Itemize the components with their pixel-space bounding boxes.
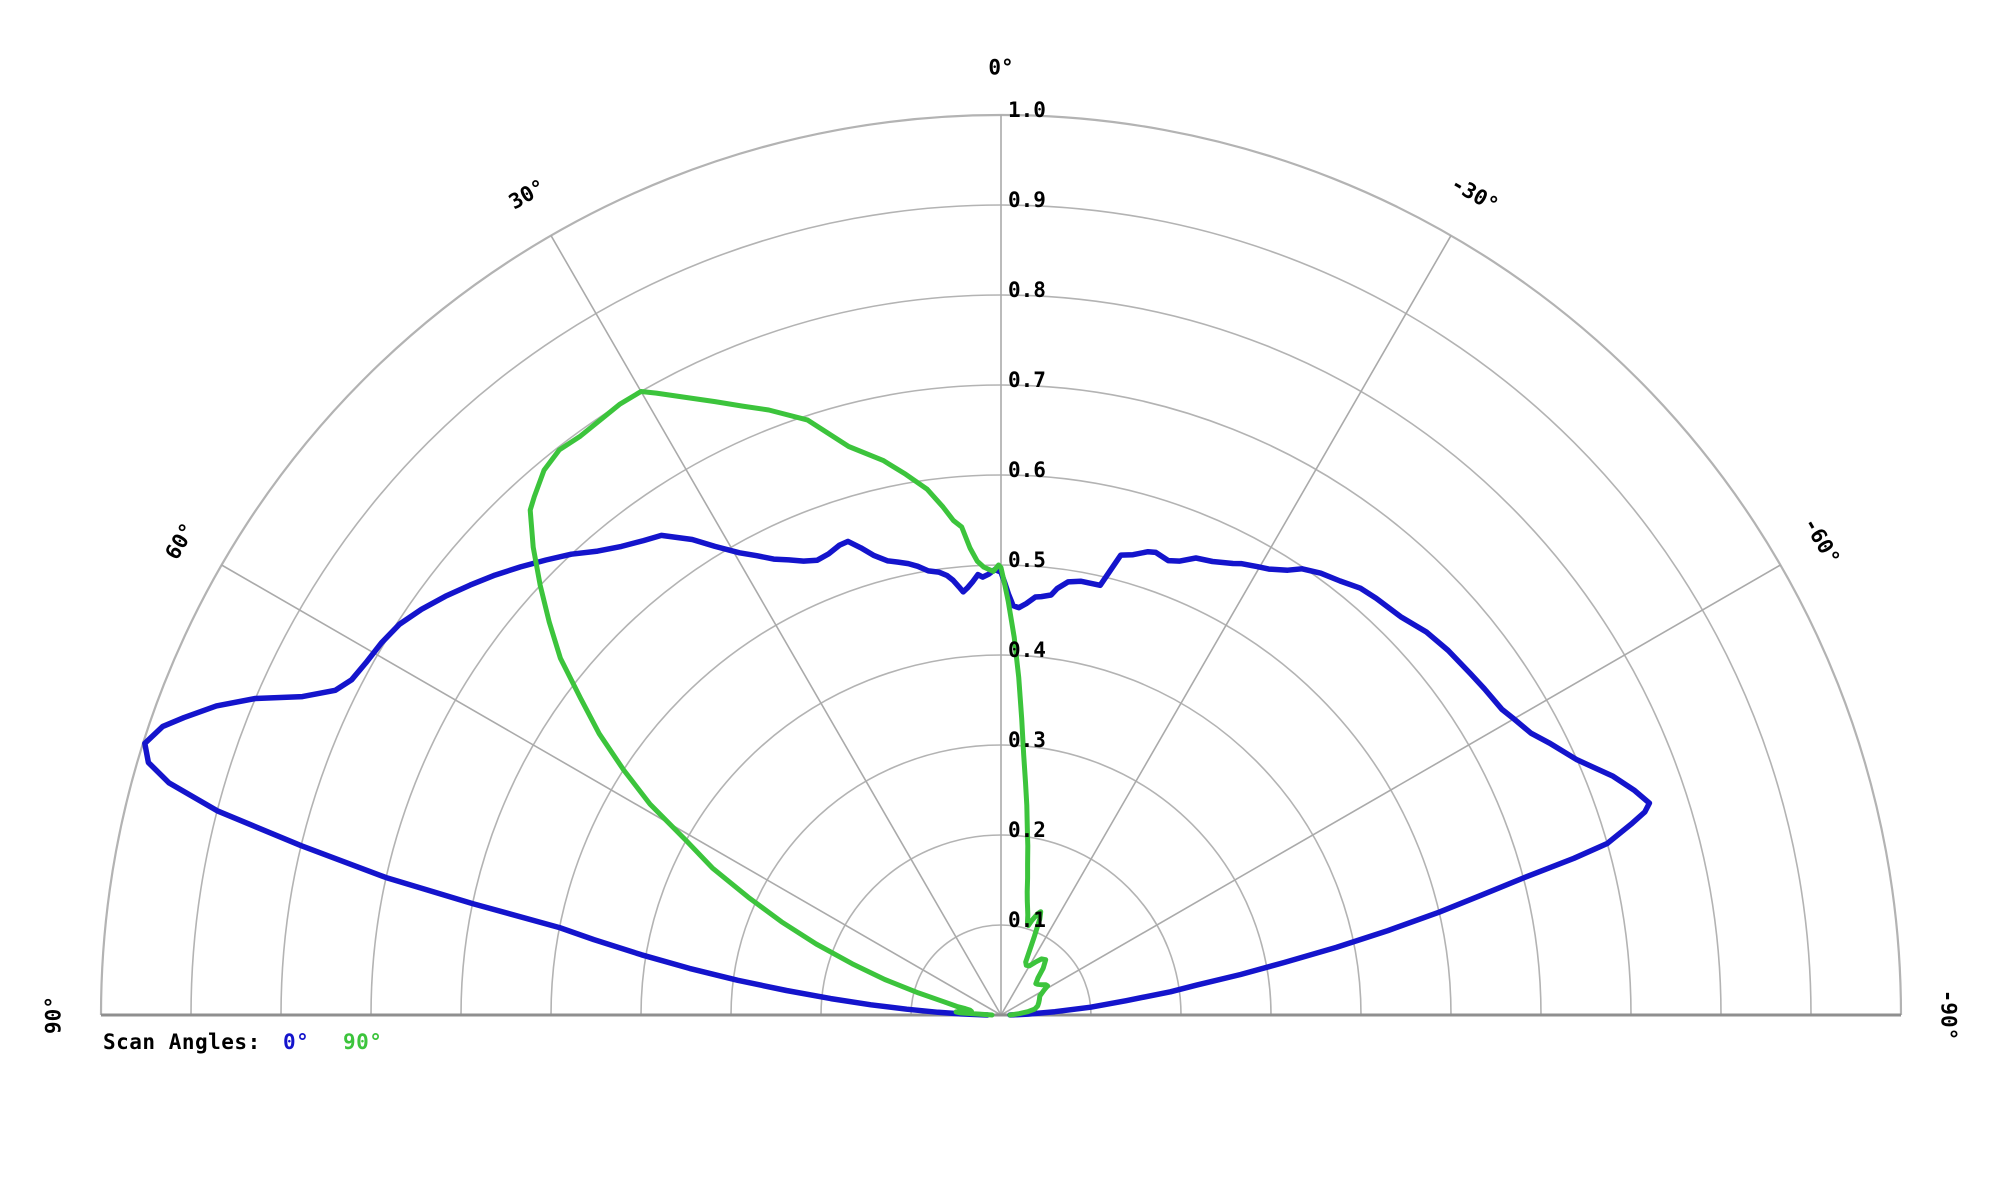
angular-tick-label-90: 90°	[41, 996, 65, 1034]
radial-tick-label-0.3: 0.3	[1008, 728, 1046, 752]
grid-radial--60	[1000, 564, 1781, 1016]
grid-radial-60	[221, 564, 1002, 1016]
radial-tick-label-0.7: 0.7	[1008, 368, 1046, 392]
legend-entry-scan-0: 0°	[283, 1030, 310, 1054]
grid-radial-30	[550, 235, 1002, 1016]
radial-tick-label-0.5: 0.5	[1008, 548, 1046, 572]
angular-tick-label--90: -90°	[1937, 990, 1961, 1041]
radial-tick-label-0.9: 0.9	[1008, 188, 1046, 212]
radial-tick-label-0.6: 0.6	[1008, 458, 1046, 482]
radial-tick-label-0.2: 0.2	[1008, 818, 1046, 842]
radial-tick-label-0.4: 0.4	[1008, 638, 1046, 662]
angular-tick-label-0: 0°	[988, 55, 1013, 79]
grid-radial--30	[1000, 235, 1452, 1016]
legend-entry-scan-90: 90°	[343, 1030, 383, 1054]
legend-title: Scan Angles:	[103, 1030, 261, 1054]
radial-tick-label-1.0: 1.0	[1008, 98, 1046, 122]
series-path-scan-0	[142, 532, 1653, 1018]
radial-tick-label-0.8: 0.8	[1008, 278, 1046, 302]
series-path-scan-90	[527, 389, 1051, 1018]
radial-tick-label-0.1: 0.1	[1008, 908, 1046, 932]
